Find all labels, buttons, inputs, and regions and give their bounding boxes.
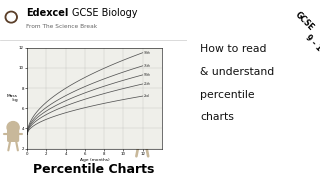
Text: 9 - 1: 9 - 1 [303, 33, 320, 53]
Text: 25th: 25th [144, 82, 151, 86]
Text: How to read: How to read [200, 44, 267, 54]
Circle shape [135, 121, 150, 135]
Text: 2nd: 2nd [144, 94, 150, 98]
Y-axis label: Mass
 kg: Mass kg [7, 94, 18, 102]
Text: & understand: & understand [200, 67, 275, 77]
Text: GCSE Biology: GCSE Biology [72, 8, 138, 18]
Text: GCSE: GCSE [293, 10, 315, 33]
Circle shape [7, 122, 19, 133]
Circle shape [7, 13, 15, 21]
Text: Percentile Charts: Percentile Charts [33, 163, 154, 176]
Text: 50th: 50th [144, 73, 151, 77]
Text: charts: charts [200, 112, 234, 122]
Text: percentile: percentile [200, 90, 255, 100]
Text: Edexcel: Edexcel [26, 8, 68, 18]
FancyBboxPatch shape [136, 129, 149, 145]
Polygon shape [260, 0, 320, 81]
Text: 75th: 75th [144, 64, 151, 68]
Circle shape [5, 11, 17, 23]
Text: 98th: 98th [144, 51, 151, 55]
X-axis label: Age (months): Age (months) [80, 158, 109, 162]
FancyBboxPatch shape [8, 128, 19, 141]
Text: From The Science Break: From The Science Break [26, 24, 97, 29]
